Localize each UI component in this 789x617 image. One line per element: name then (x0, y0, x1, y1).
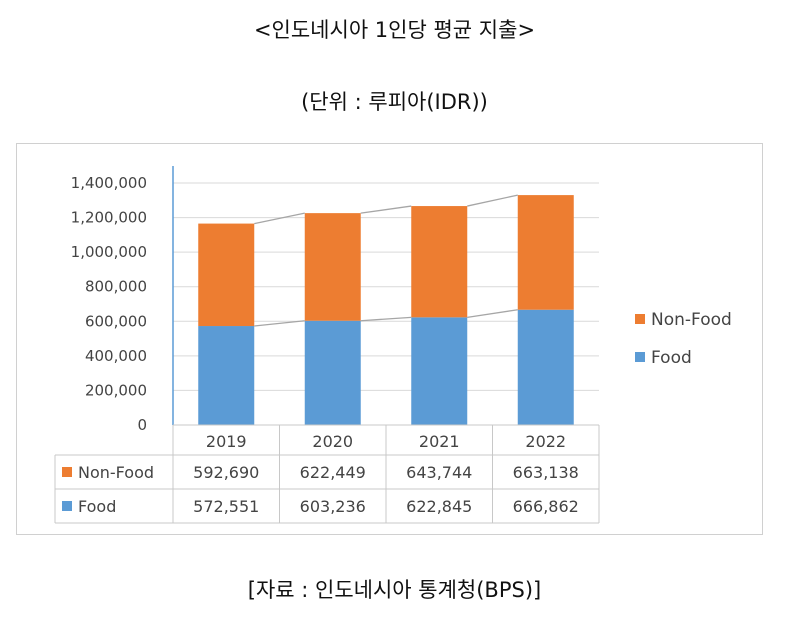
x-category-label: 2020 (312, 432, 353, 451)
table-legend-key (62, 467, 72, 477)
table-cell-value: 592,690 (193, 463, 259, 482)
y-tick-label: 800,000 (85, 278, 147, 296)
table-cell-value: 622,449 (300, 463, 366, 482)
y-tick-label: 200,000 (85, 381, 147, 399)
x-category-label: 2021 (419, 432, 460, 451)
series-line-food (467, 309, 518, 318)
source-note: [자료 : 인도네시아 통계청(BPS)] (247, 578, 542, 602)
bar-non-food (411, 206, 468, 318)
series-line-non-food (467, 194, 518, 207)
series-line-food (360, 316, 412, 322)
legend-label: Non-Food (651, 310, 732, 330)
bar-food (198, 326, 255, 425)
table-row-label: Food (78, 497, 116, 516)
bar-non-food (198, 223, 255, 327)
y-tick-label: 1,200,000 (71, 209, 147, 227)
bar-food (411, 317, 468, 425)
legend-key (635, 352, 645, 362)
legend-label: Food (651, 348, 692, 368)
table-cell-value: 603,236 (300, 497, 366, 516)
table-cell-value: 572,551 (193, 497, 259, 516)
chart-frame: 0 200,000 400,000 600,000 800,000 1,000,000 1,… (16, 143, 763, 535)
table-cell-value: 663,138 (513, 463, 579, 482)
y-tick-label: 400,000 (85, 347, 147, 365)
table-row-label: Non-Food (78, 463, 154, 482)
chart-unit: (단위 : 루피아(IDR)) (301, 90, 488, 114)
table-cell-value: 622,845 (406, 497, 472, 516)
x-category-label: 2022 (525, 432, 566, 451)
bar-non-food (304, 213, 361, 321)
series-line-non-food (360, 205, 412, 214)
table-legend-key (62, 501, 72, 511)
x-category-label: 2019 (206, 432, 247, 451)
y-tick-label: 1,000,000 (71, 243, 147, 261)
bar-food (304, 320, 361, 425)
table-cell-value: 643,744 (406, 463, 472, 482)
y-tick-label: 600,000 (85, 312, 147, 330)
series-line-non-food (254, 212, 305, 225)
bar-non-food (517, 195, 574, 310)
bar-food (517, 309, 574, 425)
chart-title: <인도네시아 1인당 평균 지출> (253, 18, 536, 42)
legend-key (635, 314, 645, 324)
y-tick-label: 1,400,000 (71, 174, 147, 192)
y-tick-label: 0 (137, 416, 147, 434)
table-cell-value: 666,862 (513, 497, 579, 516)
series-line-food (254, 320, 305, 327)
stacked-bar-chart: 0 200,000 400,000 600,000 800,000 1,000,000 1,… (54, 166, 732, 524)
